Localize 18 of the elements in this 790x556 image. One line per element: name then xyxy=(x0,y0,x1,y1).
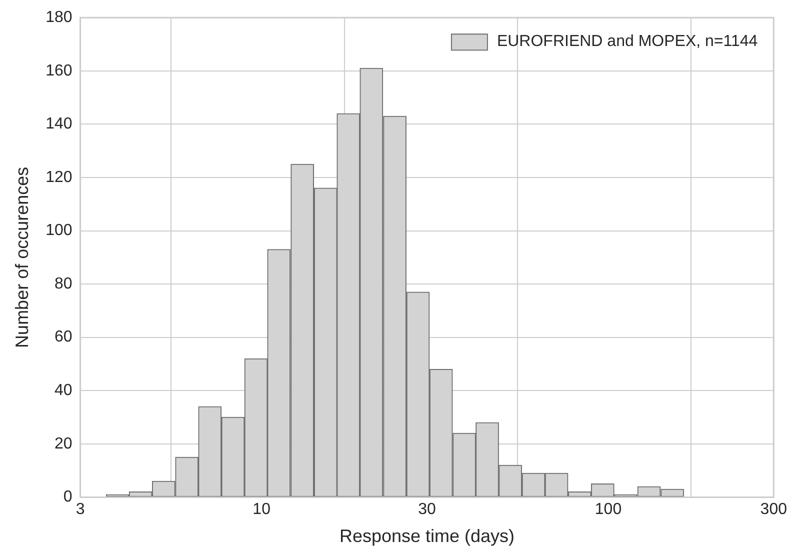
y-tick-label: 60 xyxy=(54,328,72,346)
x-tick-label: 100 xyxy=(594,501,622,518)
y-axis-title: Number of occurences xyxy=(12,166,32,348)
y-tick-label: 160 xyxy=(46,62,72,80)
y-tick-label: 100 xyxy=(46,222,72,240)
x-tick-label: 30 xyxy=(418,501,436,518)
y-tick-label: 140 xyxy=(46,116,72,133)
y-tick-label: 120 xyxy=(46,168,72,186)
x-axis-title: Response time (days) xyxy=(339,526,515,546)
y-tick-label: 20 xyxy=(54,435,72,452)
x-tick-label: 300 xyxy=(760,501,788,518)
legend-label: EUROFRIEND and MOPEX, n=1144 xyxy=(496,33,758,50)
y-tick-label: 0 xyxy=(63,488,72,506)
y-tick-label: 180 xyxy=(46,9,72,26)
y-tick-label: 80 xyxy=(54,275,72,292)
y-tick-label: 40 xyxy=(54,382,72,400)
x-tick-label: 3 xyxy=(76,501,85,518)
x-tick-label: 10 xyxy=(252,501,271,518)
